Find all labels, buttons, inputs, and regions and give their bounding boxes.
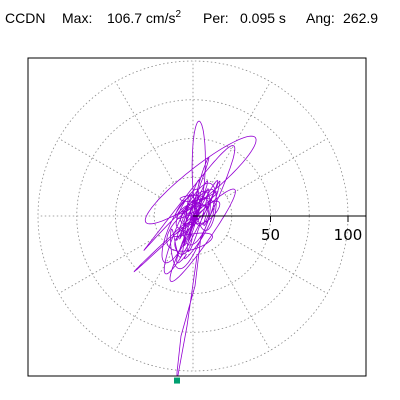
grid-spoke (58, 235, 160, 294)
grid-spoke (226, 138, 328, 197)
max-exponent: 2 (175, 9, 182, 20)
radial-axis: 50 100 (193, 215, 366, 244)
max-marker (174, 377, 180, 384)
max-value: 106.7 cm/s2 (107, 9, 182, 26)
period-value: 0.095 s (240, 10, 286, 26)
grid-spoke (212, 249, 271, 351)
grid-spoke (58, 138, 160, 197)
particle-motion-trace (133, 120, 257, 376)
max-label: Max: (62, 10, 93, 26)
grid-spoke (212, 81, 271, 183)
plot-frame (27, 57, 367, 377)
tick-label-50: 50 (261, 226, 280, 244)
grid-spoke (115, 81, 174, 183)
tick-label-100: 100 (334, 226, 363, 244)
trace-excursion (176, 235, 202, 376)
angle-label: Ang: (306, 10, 335, 26)
grid-spoke (115, 249, 174, 351)
trace-path (133, 120, 257, 282)
grid-spoke (226, 235, 328, 294)
period-label: Per: (203, 10, 229, 26)
station-code: CCDN (5, 10, 46, 26)
max-marker-square (174, 377, 180, 384)
angle-value: 262.9 (343, 10, 379, 26)
